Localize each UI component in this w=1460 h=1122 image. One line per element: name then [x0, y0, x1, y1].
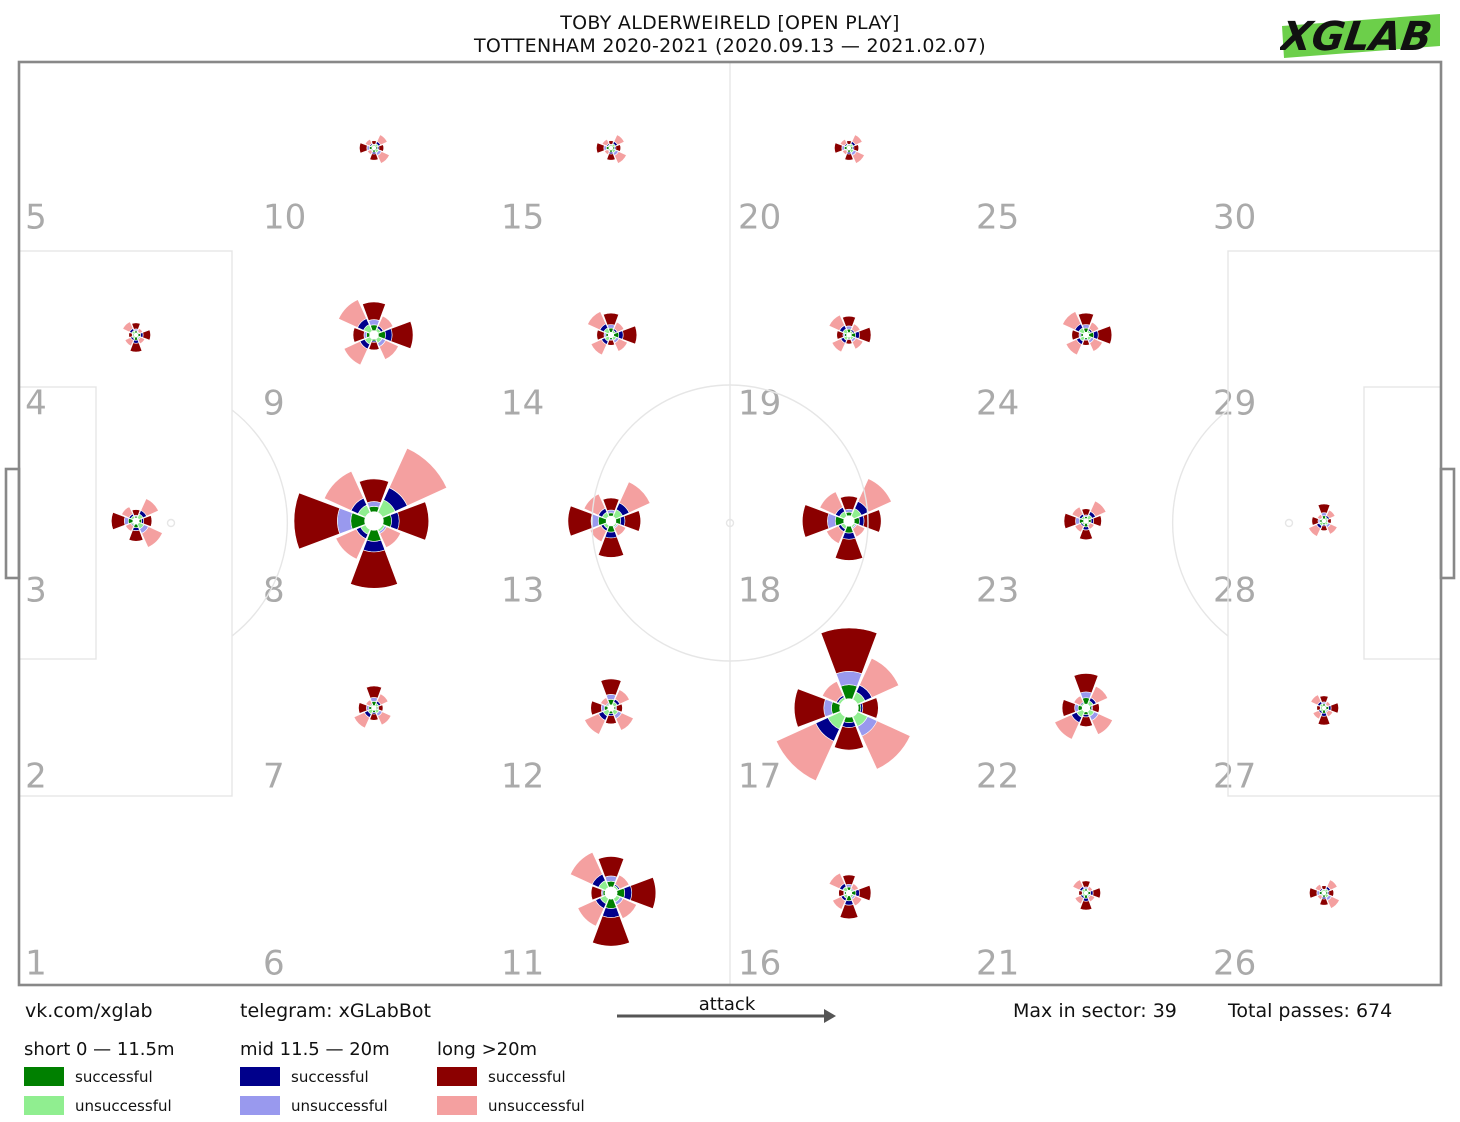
- sector-number-11: 11: [501, 944, 544, 984]
- sector-number-3: 3: [25, 571, 47, 611]
- center-spot: [725, 518, 735, 528]
- rose-sector-24: [1062, 311, 1113, 356]
- sector-number-10: 10: [263, 198, 306, 238]
- legend-short-unsuccessful: unsuccessful: [24, 1096, 172, 1115]
- sector-number-9: 9: [263, 384, 285, 424]
- left-goal: [4, 467, 21, 580]
- legend-short-title: short 0 — 11.5m: [24, 1039, 175, 1060]
- rose-sector-3: [111, 498, 163, 548]
- right-penalty-area: [1227, 250, 1442, 797]
- rose-sector-17: [775, 627, 911, 782]
- chart-subtitle: TOTTENHAM 2020-2021 (2020.09.13 — 2021.0…: [474, 35, 986, 57]
- chart-title: TOBY ALDERWEIRELD [OPEN PLAY]: [560, 12, 900, 34]
- swatch-mid-unsuccessful: [240, 1096, 280, 1115]
- rose-sector-23: [1063, 500, 1107, 541]
- right-penalty-arc: [1172, 409, 1229, 637]
- legend-long-title: long >20m: [437, 1039, 538, 1060]
- sector-number-27: 27: [1213, 757, 1256, 797]
- sector-number-6: 6: [263, 944, 285, 984]
- left-goal-area: [18, 386, 97, 660]
- rose-sector-7: [353, 685, 392, 729]
- legend-long-unsuccessful: unsuccessful: [437, 1096, 585, 1115]
- sector-number-22: 22: [976, 757, 1019, 797]
- vk-link[interactable]: vk.com/xglab: [25, 1000, 153, 1022]
- legend-mid-successful: successful: [240, 1067, 369, 1086]
- rose-sector-20: [834, 134, 865, 164]
- sector-number-23: 23: [976, 571, 1019, 611]
- sector-number-18: 18: [738, 571, 781, 611]
- sector-number-16: 16: [738, 944, 781, 984]
- sector-number-13: 13: [501, 571, 544, 611]
- sector-number-20: 20: [738, 198, 781, 238]
- rose-sector-11: [569, 851, 657, 947]
- rose-sector-27: [1310, 694, 1339, 726]
- rose-sector-16: [828, 872, 872, 920]
- max-in-sector: Max in sector: 39: [1013, 1000, 1177, 1022]
- rose-sector-8: [293, 447, 448, 589]
- swatch-mid-successful: [240, 1067, 280, 1086]
- sector-number-25: 25: [976, 198, 1019, 238]
- sector-number-8: 8: [263, 571, 285, 611]
- svg-text:XGLAB: XGLAB: [1280, 14, 1435, 60]
- sector-number-12: 12: [501, 757, 544, 797]
- pitch-frame: [4, 60, 1456, 987]
- swatch-short-unsuccessful: [24, 1096, 64, 1115]
- legend-long-successful: successful: [437, 1067, 566, 1086]
- swatch-long-successful: [437, 1067, 477, 1086]
- sector-number-28: 28: [1213, 571, 1256, 611]
- rose-sector-15: [596, 134, 627, 164]
- left-penalty-spot: [166, 518, 176, 528]
- center-circle: [591, 384, 869, 662]
- swatch-long-unsuccessful: [437, 1096, 477, 1115]
- rose-sector-13: [567, 481, 651, 558]
- xglab-logo: XGLAB: [1280, 14, 1440, 60]
- sector-number-19: 19: [738, 384, 781, 424]
- sector-number-17: 17: [738, 757, 781, 797]
- rose-sector-22: [1054, 673, 1113, 740]
- rose-sector-21: [1072, 879, 1101, 911]
- sector-number-2: 2: [25, 757, 47, 797]
- right-goal-area: [1363, 386, 1442, 660]
- telegram-link[interactable]: telegram: xGLabBot: [240, 1000, 431, 1022]
- sector-number-26: 26: [1213, 944, 1256, 984]
- rose-sector-18: [802, 478, 892, 561]
- sector-number-7: 7: [263, 757, 285, 797]
- sector-number-5: 5: [25, 198, 47, 238]
- sector-number-30: 30: [1213, 198, 1256, 238]
- attack-label: attack: [698, 994, 756, 1015]
- rose-sector-9: [338, 299, 414, 366]
- legend-mid-title: mid 11.5 — 20m: [240, 1039, 390, 1060]
- total-passes: Total passes: 674: [1228, 1000, 1393, 1022]
- left-penalty-arc: [231, 409, 288, 637]
- rose-sector-4: [122, 321, 151, 353]
- sector-number-21: 21: [976, 944, 1019, 984]
- attack-arrow: [617, 1009, 836, 1023]
- sector-labels: 1234567891011121314151617181920212223242…: [25, 198, 1256, 984]
- rose-sector-19: [828, 314, 872, 353]
- sector-number-15: 15: [501, 198, 544, 238]
- legend-mid-unsuccessful: unsuccessful: [240, 1096, 388, 1115]
- sector-number-4: 4: [25, 384, 47, 424]
- rose-sector-12: [584, 678, 634, 735]
- rose-sector-28: [1308, 503, 1338, 537]
- rose-sector-14: [587, 311, 638, 356]
- swatch-short-successful: [24, 1067, 64, 1086]
- right-penalty-spot: [1284, 518, 1294, 528]
- right-goal: [1439, 467, 1456, 580]
- sector-number-14: 14: [501, 384, 544, 424]
- sector-number-24: 24: [976, 384, 1019, 424]
- legend-short-successful: successful: [24, 1067, 153, 1086]
- sector-number-1: 1: [25, 944, 47, 984]
- rose-sector-26: [1309, 879, 1340, 909]
- rose-sector-10: [359, 134, 390, 164]
- pass-roses: [111, 134, 1340, 947]
